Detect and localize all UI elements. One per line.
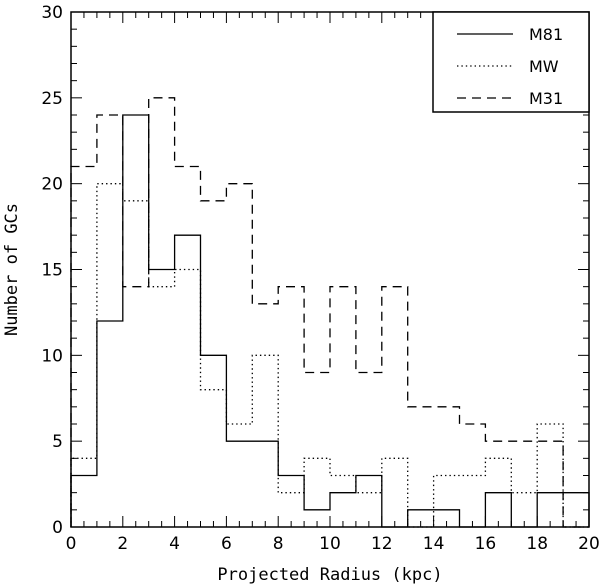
series-m31-histogram: [70, 97, 589, 528]
y-tick-label: 25: [41, 89, 63, 109]
x-tick-label: 2: [117, 534, 128, 554]
y-tick-label: 20: [41, 175, 63, 195]
x-tick-label: 12: [371, 534, 393, 554]
legend-label-mw: MW: [529, 57, 559, 76]
x-tick-label: 6: [221, 534, 232, 554]
y-tick-label: 5: [52, 432, 63, 452]
y-tick-label: 15: [41, 261, 63, 281]
x-tick-label: 14: [423, 534, 445, 554]
y-tick-label: 10: [41, 346, 63, 366]
legend-label-m81: M81: [529, 25, 563, 44]
tick-labels-layer: 0 2 4 6 8 10 12 14 16 18 20 0 5 10 15 20 25 30: [41, 3, 599, 554]
x-tick-label: 4: [169, 534, 180, 554]
legend-entry-mw: MW: [457, 57, 559, 76]
x-tick-label: 8: [273, 534, 284, 554]
legend-box: [432, 11, 590, 113]
y-tick-label: 0: [52, 518, 63, 538]
x-tick-label: 16: [475, 534, 497, 554]
legend-label-m31: M31: [529, 89, 563, 108]
x-tick-label: 0: [66, 534, 77, 554]
legend: M81 MW M31: [432, 11, 590, 113]
x-tick-label: 18: [526, 534, 548, 554]
x-axis-title: Projected Radius (kpc): [217, 565, 442, 585]
legend-entry-m81: M81: [457, 25, 563, 44]
series-layer: [70, 97, 590, 528]
x-tick-label: 10: [319, 534, 341, 554]
x-tick-label: 20: [578, 534, 600, 554]
y-tick-label: 30: [41, 3, 63, 23]
series-mw-histogram: [70, 183, 589, 528]
y-axis-title: Number of GCs: [2, 203, 22, 336]
legend-entry-m31: M31: [457, 89, 563, 108]
